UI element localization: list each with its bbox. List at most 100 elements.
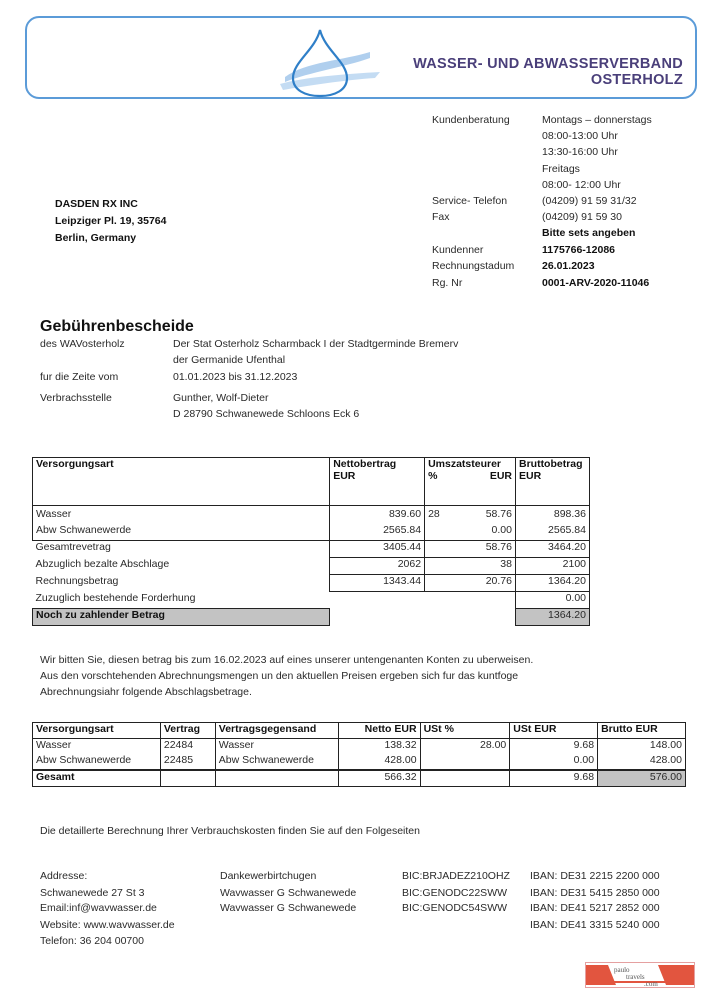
recipient-city: Berlin, Germany <box>55 232 137 244</box>
cell <box>419 754 511 771</box>
page-title: Gebührenbescheide <box>40 318 194 335</box>
cell <box>214 769 339 787</box>
header-brutto: Bruttobetrag EUR <box>514 457 591 506</box>
row-ust-eur: 58.76 <box>485 508 512 520</box>
detail-value: Der Stat Osterholz Scharmback I der Stad… <box>173 338 459 350</box>
row-netto: 2565.84 <box>329 524 426 541</box>
header-netto-label: Nettobertrag <box>333 458 397 470</box>
svg-text:.com: .com <box>644 980 658 987</box>
row-ust-eur: 0.00 <box>491 524 512 536</box>
cell: Brutto EUR <box>597 722 686 739</box>
cell <box>159 769 216 787</box>
row-brutto: 2565.84 <box>514 524 591 541</box>
cell: Wasser <box>32 738 161 754</box>
cell: 428.00 <box>597 754 686 771</box>
table-row: Wasser 839.60 28 58.76 898.36 <box>32 505 591 524</box>
footer-bic-line: BIC:GENODC54SWW <box>402 902 508 914</box>
organization-location: OSTERHOLZ <box>590 72 683 88</box>
header-netto-unit: EUR <box>333 470 356 482</box>
cell: 576.00 <box>597 769 686 787</box>
info-value: 0001-ARV-2020-11046 <box>542 277 650 289</box>
info-value: Montags – donnerstags <box>542 114 652 126</box>
cell: 566.32 <box>337 769 421 787</box>
table-row: Abw Schwanewerde 22485 Abw Schwanewerde 428… <box>32 754 686 771</box>
cell: 428.00 <box>337 754 421 771</box>
summary-row-noch: Noch zu zahlender Betrag 1364.20 <box>31 608 591 626</box>
footer-iban-line: IBAN: DE31 5415 2850 000 <box>530 887 660 899</box>
cell: 22484 <box>159 738 216 754</box>
info-value: 26.01.2023 <box>542 260 595 272</box>
svg-text:travels: travels <box>626 973 645 981</box>
info-value: (04209) 91 59 31/32 <box>542 195 637 207</box>
cell: 22485 <box>159 754 216 771</box>
info-value: 13:30-16:00 Uhr <box>542 146 618 158</box>
amount-due-label: Noch zu zahlender Betrag <box>31 608 331 626</box>
cell: 148.00 <box>597 738 686 754</box>
watermark-graphic: paulo travels .com <box>586 965 694 988</box>
footer-bic-line: BIC:BRJADEZ210OHZ <box>402 870 510 882</box>
row-label: Wasser <box>36 508 72 520</box>
detail-value: 01.01.2023 bis 31.12.2023 <box>173 371 298 383</box>
cell: 9.68 <box>509 738 599 754</box>
info-value: 08:00- 12:00 Uhr <box>542 179 621 191</box>
row-label: Abw Schwanewerde <box>36 524 132 536</box>
row-ust-eur: 38 <box>424 557 516 575</box>
info-value: (04209) 91 59 30 <box>542 211 622 223</box>
row-ust-eur: 20.76 <box>424 574 516 592</box>
detail-note: Die detaillerte Berechnung Ihrer Verbrau… <box>40 825 420 837</box>
cell: Wasser <box>214 738 339 754</box>
info-label: Kundenner <box>432 244 484 256</box>
footer-iban-line: IBAN: DE41 5217 2852 000 <box>530 902 660 914</box>
info-label: Rg. Nr <box>432 277 463 289</box>
letterhead: WASSER- UND ABWASSERVERBAND OSTERHOLZ <box>25 16 697 99</box>
row-netto: 2062 <box>329 557 426 575</box>
cell: Versorgungsart <box>32 722 161 739</box>
amount-due-value: 1364.20 <box>514 608 591 626</box>
summary-row-abzug: Abzuglich bezalte Abschlage 2062 38 2100 <box>33 557 591 575</box>
svg-text:paulo: paulo <box>614 966 630 974</box>
recipient-name: DASDEN RX INC <box>55 198 138 210</box>
paragraph-line: Abrechnungsiahr folgende Abschlagsbetrag… <box>40 686 252 698</box>
cell: USt EUR <box>509 722 599 739</box>
cell: Netto EUR <box>337 722 421 739</box>
row-brutto: 0.00 <box>514 591 591 609</box>
detail-label: Verbrachsstelle <box>40 392 112 404</box>
info-value: 1175766-12086 <box>542 244 615 256</box>
cell: 0.00 <box>509 754 599 771</box>
footer-iban-line: IBAN: DE31 2215 2200 000 <box>530 870 660 882</box>
table-header: Versorgungsart Vertrag Vertragsgegensand Ne… <box>32 722 686 739</box>
fee-table: Versorgungsart Nettobertrag EUR Umszatste… <box>31 457 591 626</box>
footer-bank-line: Wavwasser G Schwanewede <box>220 902 357 914</box>
footer-contact-line: Schwanewede 27 St 3 <box>40 887 145 899</box>
water-drop-icon <box>280 29 380 98</box>
footer-contact-line: Website: www.wavwasser.de <box>40 919 175 931</box>
row-label: Rechnungsbetrag <box>35 574 119 587</box>
row-netto: 3405.44 <box>329 540 426 558</box>
cell: Vertrag <box>159 722 216 739</box>
info-label: Service- Telefon <box>432 195 508 207</box>
recipient-street: Leipziger Pl. 19, 35764 <box>55 215 167 227</box>
header-netto: Nettobertrag EUR <box>329 457 426 506</box>
footer-bic-line: BIC:GENODC22SWW <box>402 887 508 899</box>
detail-label: fur die Zeite vom <box>40 371 119 383</box>
row-label: Abzuglich bezalte Abschlage <box>35 557 170 570</box>
footer-contact-line: Telefon: 36 204 00700 <box>40 935 144 947</box>
header-ust: Umszatsteurer% EUR <box>424 457 516 506</box>
detail-value: D 28790 Schwanewede Schloons Eck 6 <box>173 408 360 420</box>
footer-contact-line: Addresse: <box>40 870 88 882</box>
row-label: Zuzuglich bestehende Forderhung <box>35 591 196 604</box>
info-label: Rechnungstadum <box>432 260 515 272</box>
row-netto: 839.60 <box>329 505 426 524</box>
paragraph-line: Wir bitten Sie, diesen betrag bis zum 16… <box>40 654 534 666</box>
info-value: 08:00-13:00 Uhr <box>542 130 618 142</box>
detail-label: des WAVosterholz <box>40 338 125 350</box>
info-label: Kundenberatung <box>432 114 510 126</box>
header-ust-pct: % <box>428 470 438 482</box>
cell: 138.32 <box>337 738 421 754</box>
paragraph-line: Aus den vorschtehenden Abrechnungsmengen… <box>40 670 519 682</box>
organization-name: WASSER- UND ABWASSERVERBAND <box>413 56 683 72</box>
row-brutto: 3464.20 <box>514 540 591 558</box>
footer-contact-line: Email:inf@wavwasser.de <box>40 902 157 914</box>
footer-bank-line: Dankewerbirtchugen <box>220 870 317 882</box>
header-ust-label: Umszatsteurer <box>428 458 502 470</box>
